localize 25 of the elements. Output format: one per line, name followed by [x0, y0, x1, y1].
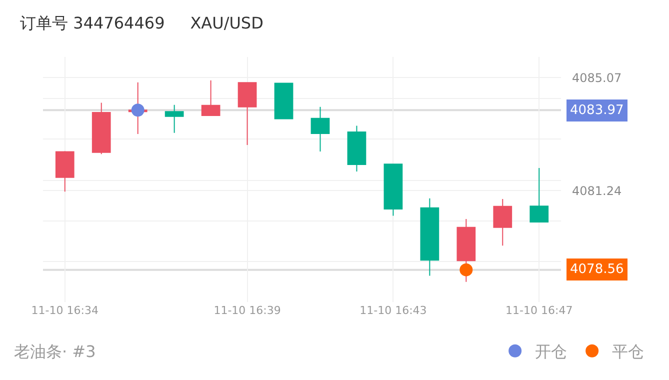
candlestick	[456, 218, 476, 282]
candlestick	[92, 102, 111, 155]
candlestick	[310, 106, 330, 152]
x-tick-label: 11-10 16:39	[214, 304, 281, 317]
x-tick-label: 11-10 16:34	[31, 304, 98, 317]
candlestick	[274, 82, 294, 120]
candlestick	[420, 198, 440, 276]
y-tick-label: 4081.24	[572, 184, 622, 198]
candlestick	[201, 80, 220, 117]
y-tick-label: 4085.07	[572, 70, 622, 85]
candlestick	[493, 198, 512, 246]
candlestick	[347, 125, 366, 172]
ref-line-label: 4083.97	[570, 103, 624, 118]
candlestick	[238, 82, 257, 146]
candlestick	[164, 104, 184, 134]
candlestick	[384, 164, 403, 216]
legend-label: 平仓	[612, 342, 644, 362]
candlestick	[530, 167, 549, 223]
legend-label: 开仓	[535, 342, 568, 362]
candlestick	[55, 150, 74, 192]
x-tick-label: 11-10 16:47	[506, 304, 573, 317]
text: 老油条· #3	[14, 342, 96, 361]
chart-title: 订单号 344764469 XAU/USD	[20, 13, 264, 32]
x-tick-label: 11-10 16:43	[360, 304, 427, 317]
ref-line-label: 4078.56	[570, 262, 624, 277]
